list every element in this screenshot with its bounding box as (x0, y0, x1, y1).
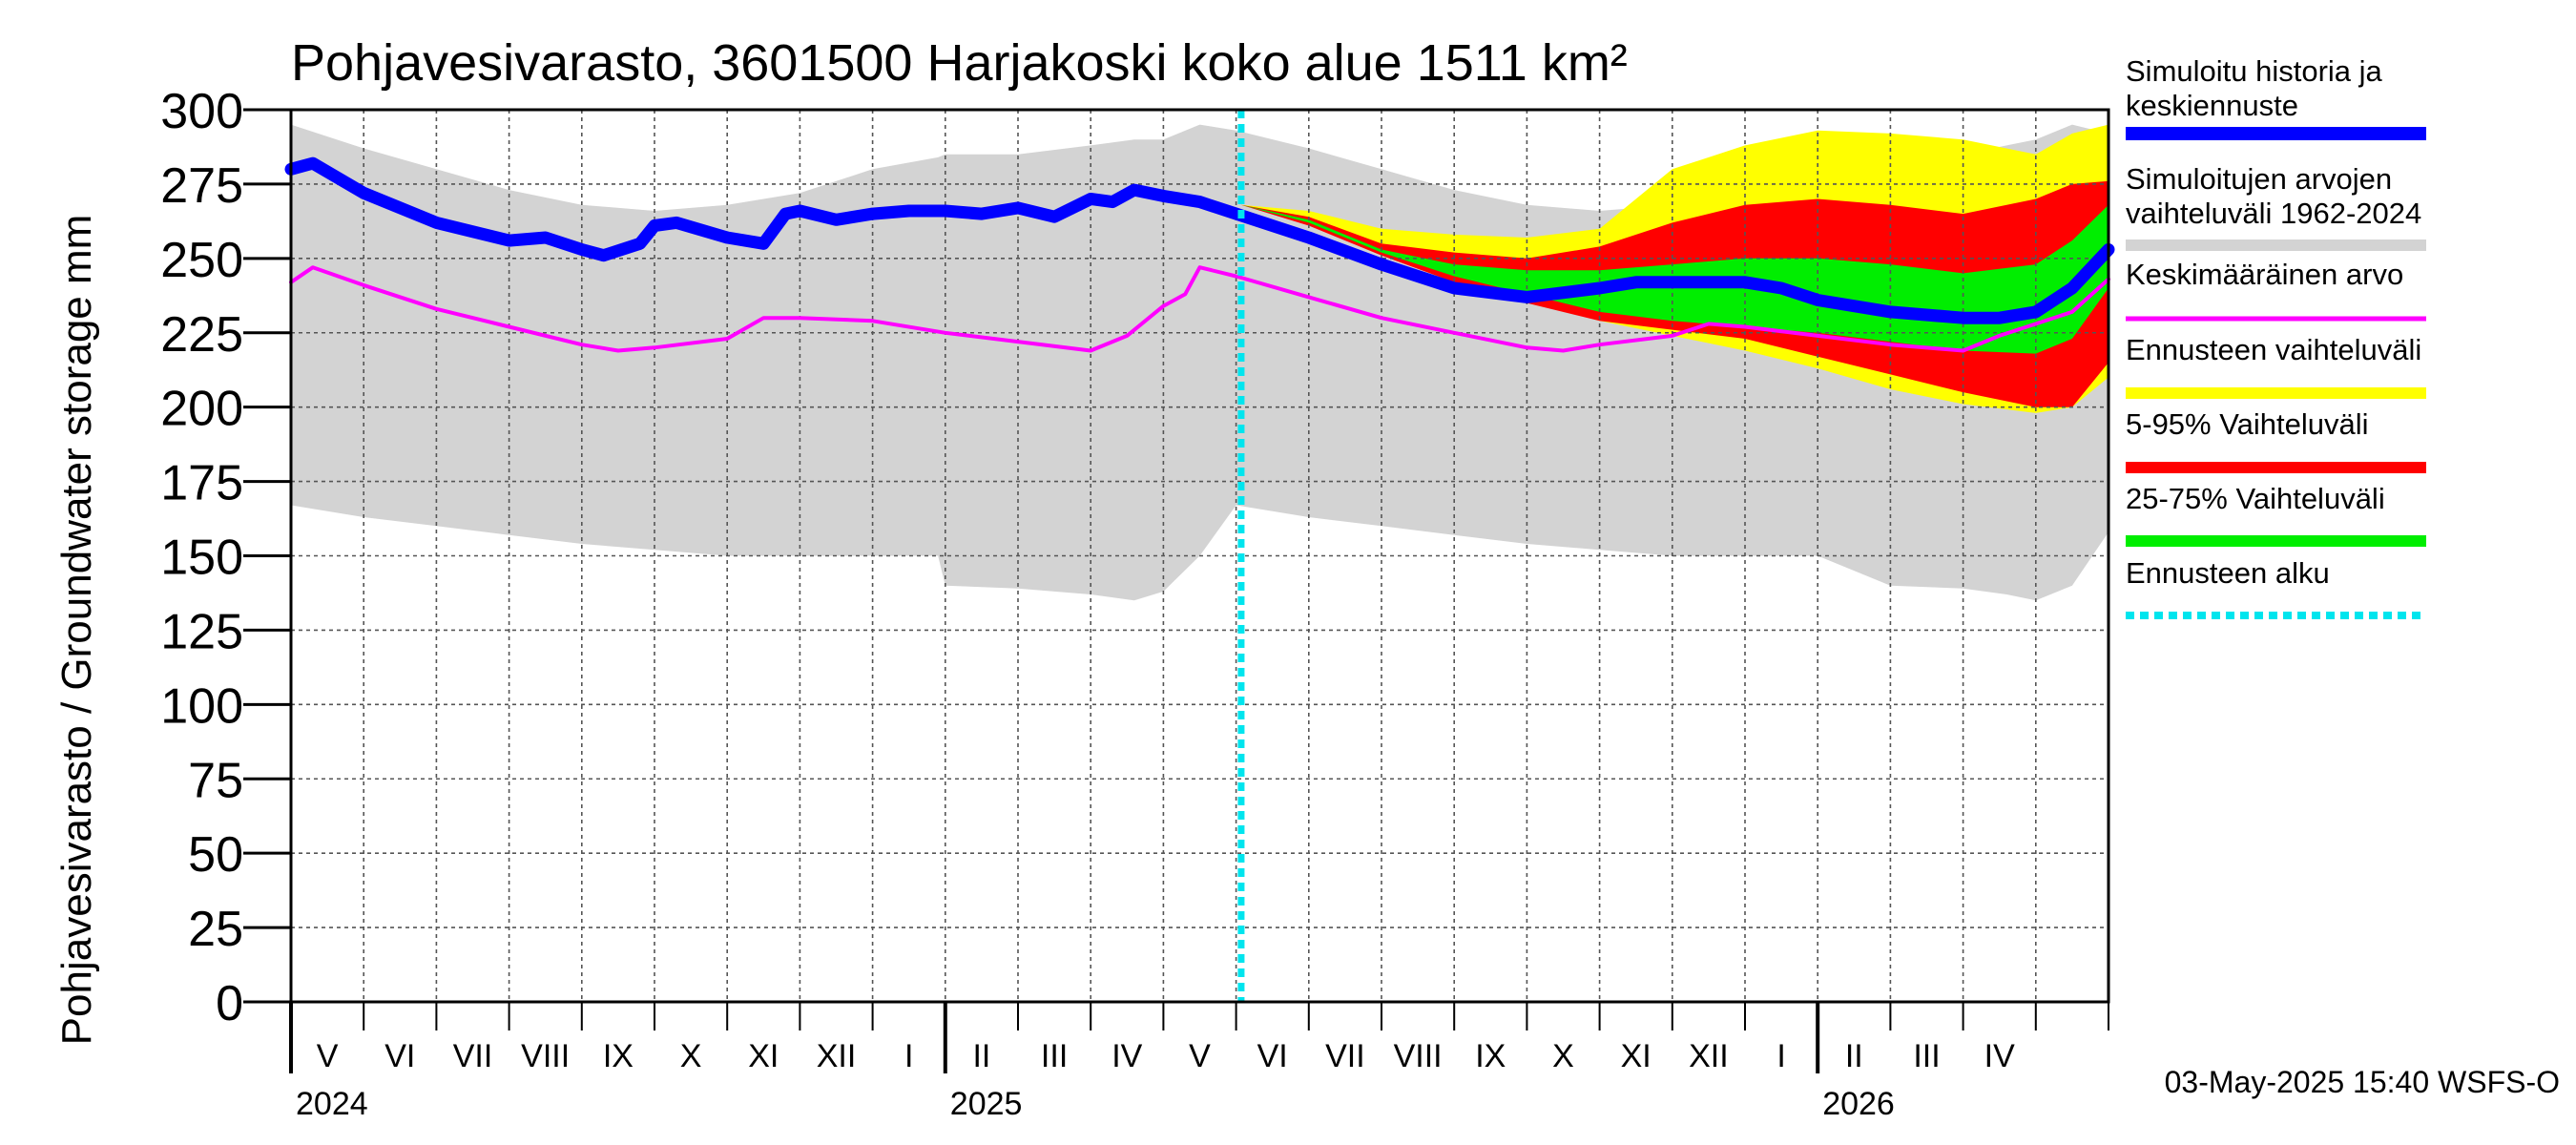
y-tick-label: 125 (160, 604, 243, 659)
y-tick-label: 200 (160, 382, 243, 437)
x-month-label: VI (384, 1038, 415, 1074)
x-month-label: VII (1325, 1038, 1365, 1074)
grid-lines (291, 110, 2109, 1002)
x-month-label: III (1041, 1038, 1068, 1074)
y-axis-title: Pohjavesivarasto / Groundwater storage m… (53, 215, 100, 1046)
x-month-label: IX (603, 1038, 634, 1074)
x-year-label: 2024 (296, 1086, 368, 1122)
x-month-label: IV (1984, 1038, 2015, 1074)
legend-label: Simuloitu historia ja (2126, 54, 2383, 88)
y-tick-label: 175 (160, 456, 243, 511)
y-tick-label: 250 (160, 233, 243, 288)
x-month-label: XII (1689, 1038, 1729, 1074)
y-tick-label: 225 (160, 307, 243, 363)
data-lines (284, 110, 2115, 1002)
legend-label: Ennusteen vaihteluväli (2126, 333, 2421, 366)
legend-label: keskiennuste (2126, 89, 2298, 122)
legend-label: 25-75% Vaihteluväli (2126, 482, 2385, 515)
y-tick-label: 0 (216, 976, 243, 1031)
y-tick-label: 25 (188, 902, 243, 957)
x-month-label: X (680, 1038, 702, 1074)
x-month-label: XI (1621, 1038, 1652, 1074)
legend-label: Ennusteen alku (2126, 556, 2330, 590)
x-month-label: VI (1257, 1038, 1288, 1074)
y-tick-label: 50 (188, 827, 243, 883)
x-month-label: XI (748, 1038, 779, 1074)
series-line-0 (289, 265, 2110, 353)
y-tick-label: 75 (188, 753, 243, 808)
x-month-label: VII (453, 1038, 493, 1074)
y-tick-label: 150 (160, 531, 243, 586)
legend-label: Keskimääräinen arvo (2126, 258, 2403, 291)
x-month-label: VIII (521, 1038, 570, 1074)
y-tick-label: 300 (160, 84, 243, 139)
x-year-label: 2025 (950, 1086, 1023, 1122)
x-year-label: 2026 (1822, 1086, 1895, 1122)
x-month-label: IX (1475, 1038, 1506, 1074)
x-month-label: VIII (1394, 1038, 1443, 1074)
x-month-label: I (1776, 1038, 1785, 1074)
x-month-label: I (904, 1038, 913, 1074)
series-line-1 (284, 156, 2115, 324)
x-month-label: III (1913, 1038, 1940, 1074)
x-month-label: IV (1111, 1038, 1142, 1074)
x-month-label: XII (817, 1038, 857, 1074)
timestamp: 03-May-2025 15:40 WSFS-O (2165, 1065, 2560, 1099)
x-month-label: X (1552, 1038, 1574, 1074)
legend-label: Simuloitujen arvojen (2126, 162, 2392, 196)
x-month-label: V (317, 1038, 339, 1074)
y-tick-label: 275 (160, 158, 243, 214)
chart-title: Pohjavesivarasto, 3601500 Harjakoski kok… (291, 34, 1628, 92)
legend-label: vaihteluväli 1962-2024 (2126, 197, 2421, 230)
x-month-label: II (1845, 1038, 1863, 1074)
legend-label: 5-95% Vaihteluväli (2126, 407, 2368, 441)
x-month-label: V (1189, 1038, 1211, 1074)
x-month-label: II (972, 1038, 990, 1074)
y-tick-label: 100 (160, 678, 243, 734)
